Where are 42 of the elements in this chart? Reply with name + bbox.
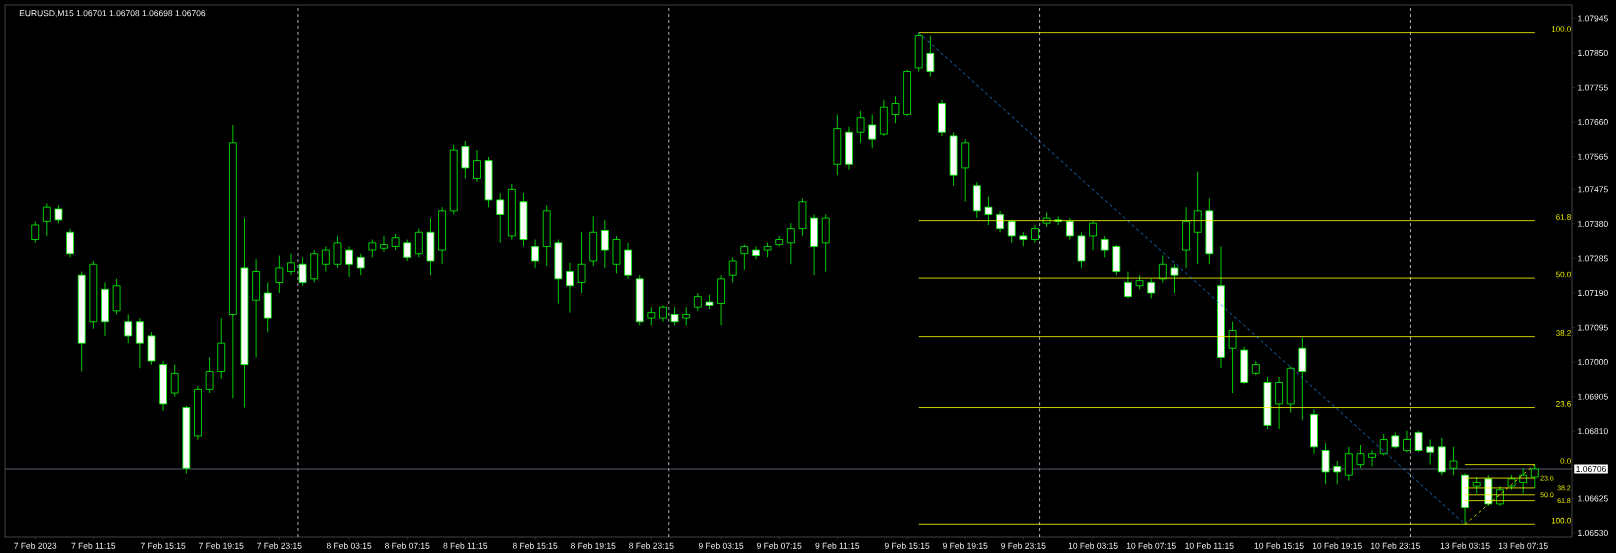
x-tick-label: 13 Feb 03:15	[1440, 542, 1490, 549]
y-tick-label: 1.07565	[1578, 153, 1608, 160]
x-tick-label: 7 Feb 19:15	[199, 542, 244, 549]
ref-line-label: 1.06706	[1576, 466, 1606, 472]
x-tick-label: 7 Feb 23:15	[257, 542, 302, 549]
x-tick-label: 9 Feb 03:15	[698, 542, 744, 549]
y-tick-label: 1.07380	[1578, 220, 1608, 227]
y-tick-label: 1.07285	[1578, 255, 1608, 262]
y-tick-label: 1.07850	[1578, 50, 1608, 56]
x-tick-label: 13 Feb 07:15	[1498, 542, 1548, 549]
x-tick-label: 10 Feb 15:15	[1254, 542, 1304, 549]
y-tick-label: 1.06905	[1578, 393, 1608, 400]
x-tick-label: 8 Feb 07:15	[384, 542, 430, 549]
x-tick-label: 8 Feb 23:15	[629, 542, 674, 549]
x-tick-label: 8 Feb 19:15	[570, 542, 616, 549]
x-tick-label: 9 Feb 07:15	[757, 542, 802, 549]
x-tick-label: 9 Feb 19:15	[943, 542, 988, 549]
y-tick-label: 1.07095	[1578, 324, 1608, 331]
y-tick-label: 1.07945	[1578, 15, 1608, 22]
x-tick-label: 10 Feb 03:15	[1068, 542, 1118, 549]
y-tick-label: 1.07475	[1578, 186, 1608, 193]
y-tick-label: 1.06810	[1578, 428, 1608, 435]
y-tick-label: 1.07190	[1578, 290, 1608, 296]
text: EURUSD,M15 1.06701 1.06708 1.06698 1.06706	[19, 10, 206, 18]
x-tick-label: 8 Feb 03:15	[326, 542, 372, 549]
x-tick-label: 10 Feb 07:15	[1126, 542, 1176, 549]
y-tick-label: 1.07660	[1578, 119, 1608, 126]
x-tick-label: 7 Feb 15:15	[140, 542, 186, 549]
y-tick-label: 1.07000	[1578, 359, 1608, 366]
y-tick-label: 1.06530	[1578, 530, 1608, 536]
y-tick-label: 1.06625	[1578, 495, 1608, 502]
y-tick-label: 1.07755	[1578, 84, 1608, 91]
x-tick-label: 9 Feb 11:15	[815, 542, 860, 549]
x-tick-label: 9 Feb 23:15	[1001, 542, 1046, 549]
x-tick-label: 10 Feb 19:15	[1312, 542, 1362, 549]
x-tick-label: 7 Feb 11:15	[71, 542, 116, 549]
x-tick-label: 10 Feb 23:15	[1371, 542, 1420, 549]
x-tick-label: 10 Feb 11:15	[1185, 542, 1234, 549]
x-tick-label: 7 Feb 2023	[14, 542, 57, 549]
x-tick-label: 8 Feb 15:15	[512, 542, 558, 549]
x-tick-label: 9 Feb 15:15	[884, 542, 930, 549]
x-tick-label: 8 Feb 11:15	[443, 542, 488, 549]
